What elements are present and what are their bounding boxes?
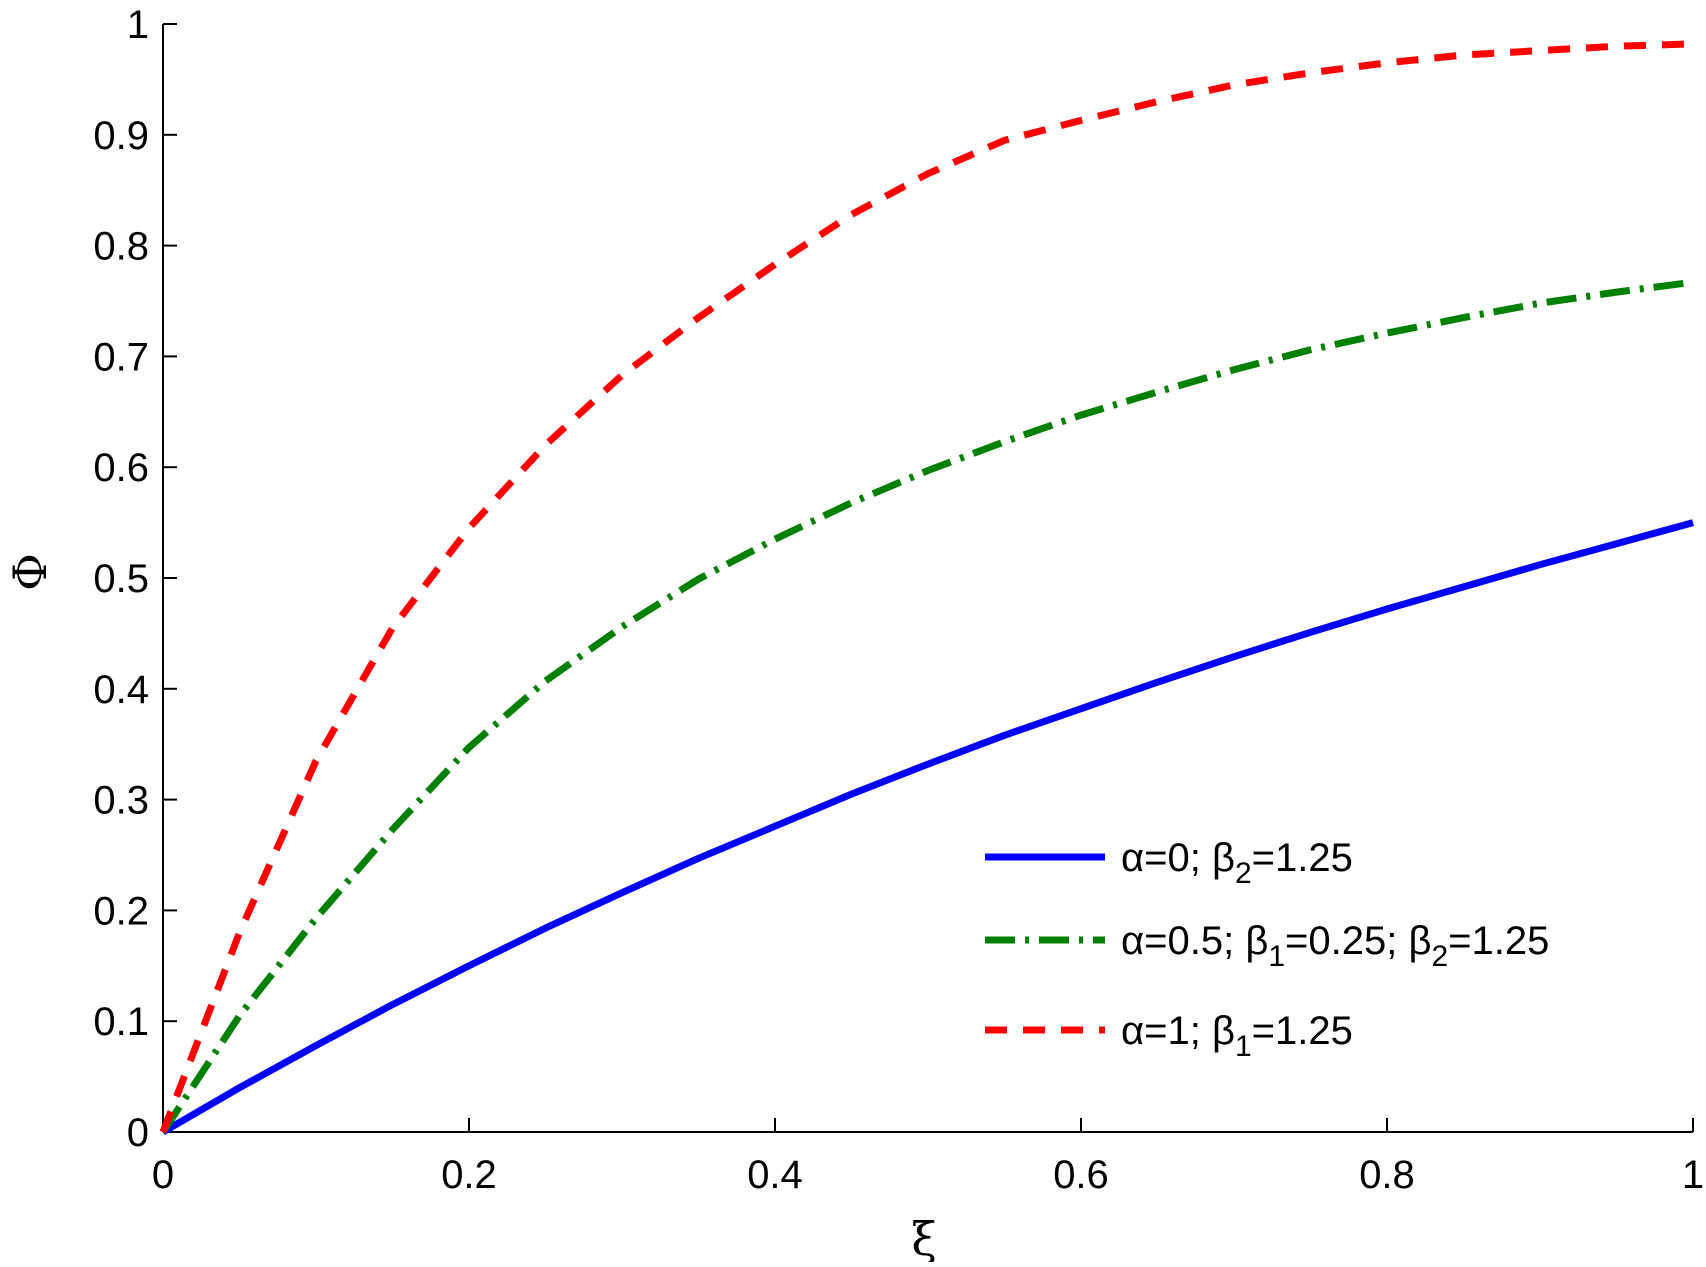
legend-label-3: α=1; β1=1.25 [1121,1009,1353,1063]
x-tick-label: 0.4 [747,1153,803,1197]
y-tick-label: 0.9 [93,114,149,158]
legend-label-2: α=0.5; β1=0.25; β2=1.25 [1121,919,1549,973]
y-tick-label: 0.1 [93,1000,149,1044]
x-tick-label: 0.6 [1053,1153,1109,1197]
series-line-2 [160,278,1694,1134]
y-tick-label: 0.8 [93,225,149,269]
axes: 0 0.2 0.4 0.6 0.8 1 0 0.1 0.2 0.3 0.4 0.5 0.6 0.7 0.8 0… [93,3,1704,1197]
legend: α=0; β2=1.25 α=0.5; β1=0.25; β2=1.25 α=1; … [985,836,1549,1063]
x-tick-label: 1 [1682,1153,1704,1197]
x-axis-label: ξ [911,1212,936,1262]
y-tick-label: 1 [127,3,149,47]
legend-label-1: α=0; β2=1.25 [1121,836,1353,890]
series-group [159,40,1694,1136]
y-tick-label: 0.4 [93,668,149,712]
y-tick-label: 0.2 [93,889,149,933]
x-tick-label: 0.2 [441,1153,497,1197]
y-tick-label: 0.7 [93,335,149,379]
series-line-3 [159,40,1694,1134]
y-tick-label: 0.6 [93,446,149,490]
y-axis-label: Φ [3,553,57,591]
x-tick-label: 0.8 [1359,1153,1415,1197]
series-line-1 [161,519,1694,1136]
y-tick-label: 0.3 [93,779,149,823]
x-tick-label: 0 [152,1153,174,1197]
y-tick-label: 0 [127,1111,149,1155]
y-tick-label: 0.5 [93,557,149,601]
